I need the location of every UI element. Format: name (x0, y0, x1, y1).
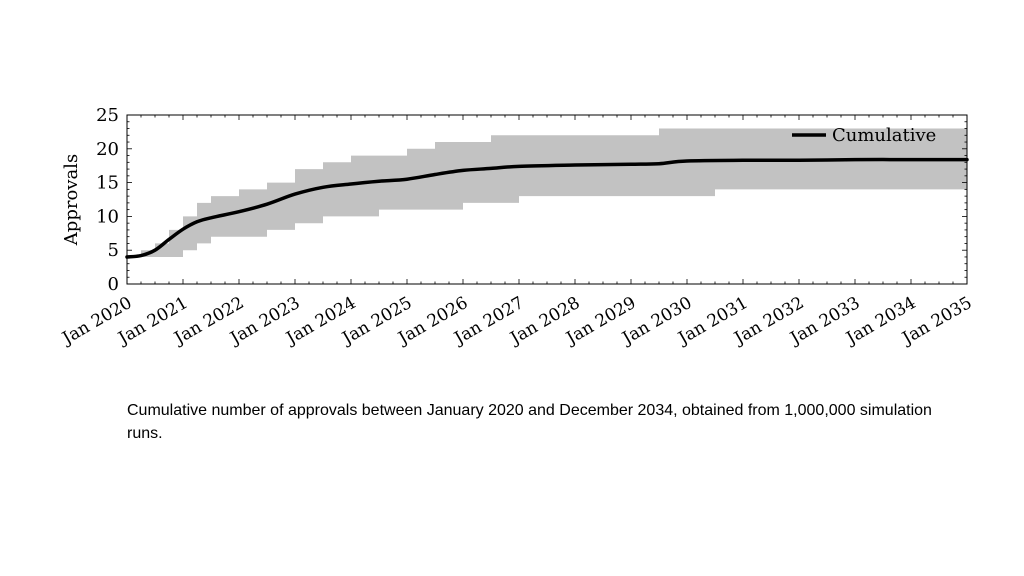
y-axis-ticks: 0 5 10 15 20 25 (96, 105, 967, 295)
y-axis-label: Approvals (61, 154, 82, 246)
y-tick-label: 15 (96, 173, 119, 194)
legend-label-cumulative: Cumulative (832, 125, 936, 146)
legend: Cumulative (792, 125, 936, 146)
y-tick-label: 25 (96, 105, 119, 126)
series-line-group (125, 157, 969, 259)
confidence-band (127, 128, 967, 257)
y-tick-label: 5 (108, 240, 119, 261)
series-line-cumulative (125, 157, 969, 259)
y-tick-label: 10 (96, 206, 119, 227)
y-tick-label: 0 (108, 274, 119, 295)
y-tick-label: 20 (96, 139, 119, 160)
figure-caption: Cumulative number of approvals between J… (127, 402, 932, 442)
confidence-band-group (127, 128, 967, 257)
